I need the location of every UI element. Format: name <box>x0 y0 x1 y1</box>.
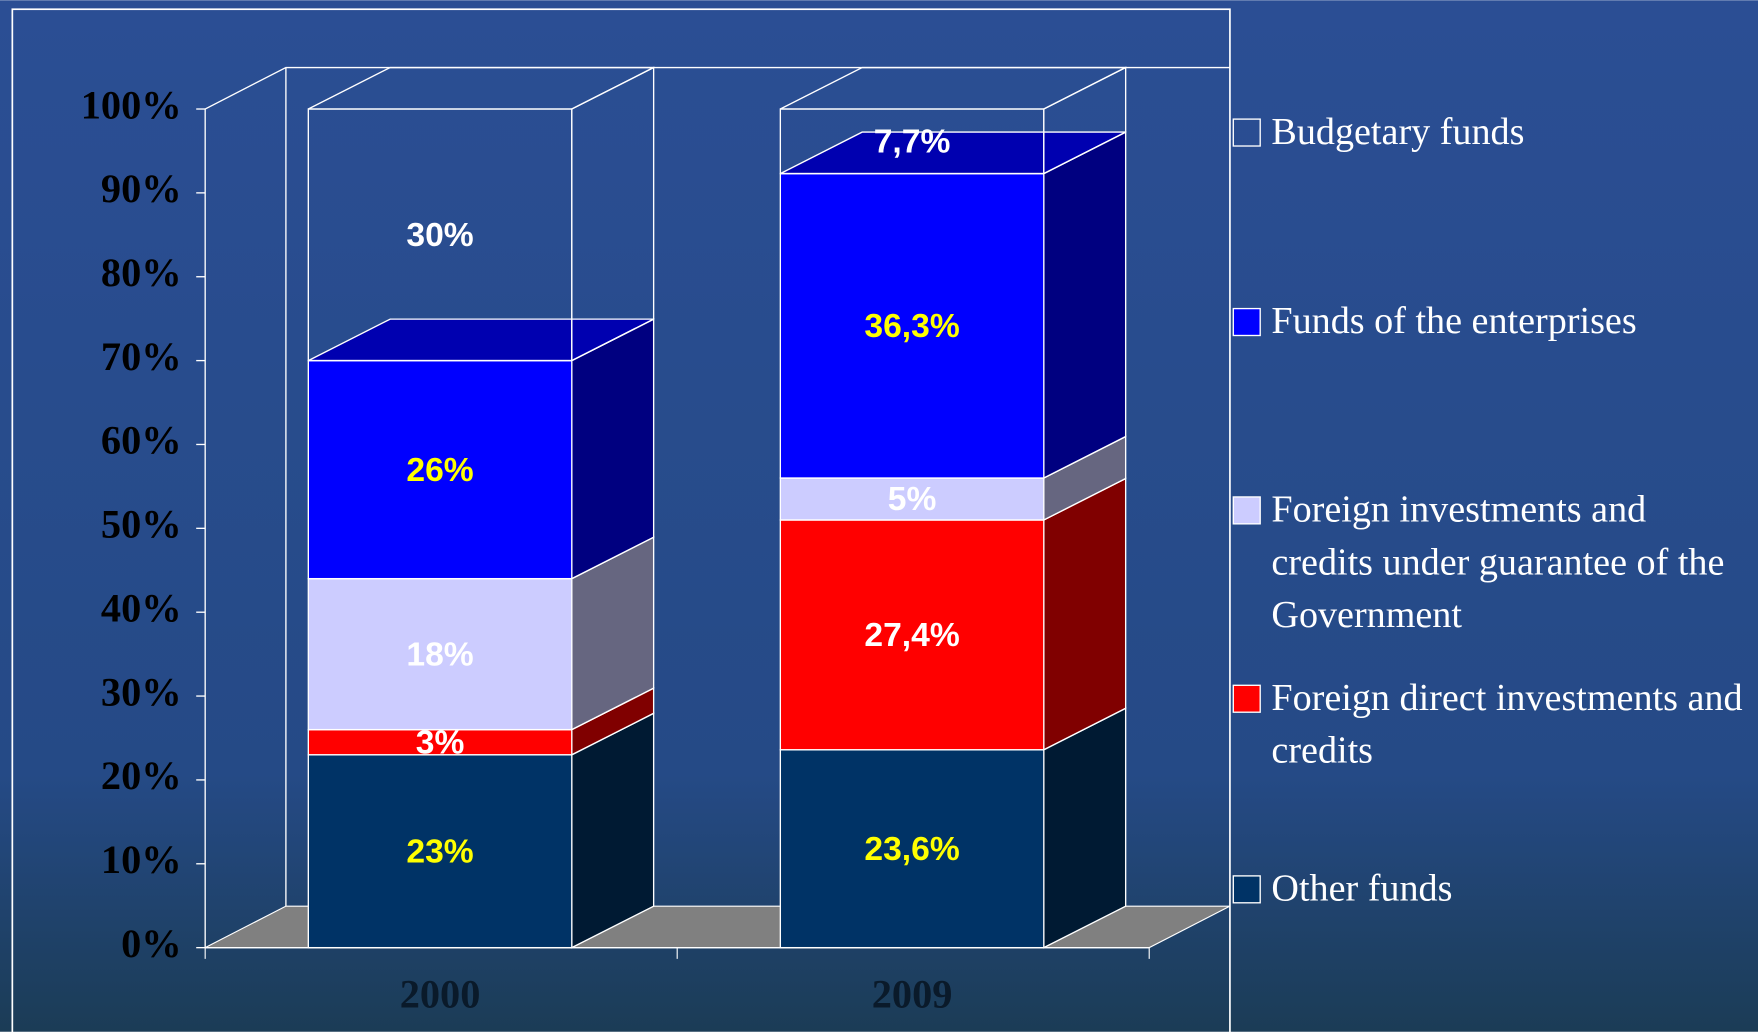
data-label: 30% <box>406 217 473 254</box>
y-tick-label: 90% <box>101 166 182 211</box>
bar <box>779 519 1045 751</box>
data-label: 36,3% <box>864 308 959 345</box>
legend-swatch <box>1232 875 1261 904</box>
legend-label: Foreign direct investments and credits <box>1271 677 1743 772</box>
legend-item: Budgetary funds <box>1271 111 1525 153</box>
bar <box>307 577 573 731</box>
data-label: 27,4% <box>864 617 959 654</box>
bar-side <box>1043 131 1127 480</box>
y-tick-label: 100% <box>81 82 182 127</box>
legend-item: Funds of the enterprises <box>1271 300 1637 343</box>
data-label: 23,6% <box>864 831 959 868</box>
y-tick-label: 60% <box>101 418 182 463</box>
legend-swatch <box>1232 684 1261 713</box>
y-tick-label: 30% <box>101 669 182 714</box>
y-tick-label: 0% <box>121 921 182 966</box>
y-tick-label: 20% <box>101 753 182 798</box>
data-label: 5% <box>888 481 937 518</box>
data-label: 3% <box>416 724 465 761</box>
legend-swatch <box>1232 496 1261 525</box>
bar <box>779 172 1045 479</box>
data-label: 18% <box>406 636 473 673</box>
x-tick-label: 2000 <box>400 971 481 1016</box>
legend-label: Foreign investments and credits under gu… <box>1271 489 1725 636</box>
legend-swatch <box>1232 307 1261 337</box>
bar <box>779 749 1045 949</box>
y-tick-label: 40% <box>101 585 182 630</box>
legend-item: Other funds <box>1271 868 1453 910</box>
y-tick-label: 50% <box>101 502 182 547</box>
bar-top <box>308 66 654 110</box>
legend-label: Other funds <box>1271 868 1453 910</box>
y-tick-label: 70% <box>101 334 182 379</box>
chart-title: Structure of the sources of investments <box>886 0 1691 8</box>
bar-side <box>1043 477 1127 751</box>
data-label: 7,7% <box>874 123 951 160</box>
plot-border <box>11 8 1231 1032</box>
bar <box>307 728 573 756</box>
legend-item: Foreign direct investments and credits <box>1271 677 1743 772</box>
bar <box>307 754 573 949</box>
bar-top <box>780 66 1126 110</box>
y-tick-label: 80% <box>101 250 182 295</box>
bar-side <box>571 318 655 580</box>
legend-label: Budgetary funds <box>1271 111 1525 153</box>
data-label: 26% <box>406 452 473 489</box>
bar <box>307 359 573 580</box>
data-label: 23% <box>406 833 473 870</box>
legend-label: Funds of the enterprises <box>1271 300 1637 343</box>
y-tick-label: 10% <box>101 837 182 882</box>
x-tick-label: 2009 <box>872 971 953 1016</box>
legend-item: Foreign investments and credits under gu… <box>1271 489 1725 636</box>
bar <box>779 477 1045 521</box>
legend-swatch <box>1232 118 1261 147</box>
